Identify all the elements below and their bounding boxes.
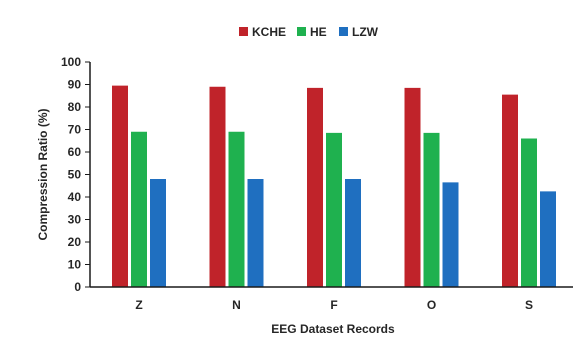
y-tick-label: 70 (68, 123, 82, 137)
legend: KCHE HE LZW (239, 25, 379, 39)
y-axis-title: Compression Ratio (%) (36, 108, 50, 240)
bar-lzw-o (442, 182, 459, 287)
bar-he-o (423, 132, 440, 287)
bar-he-z (131, 131, 147, 287)
bar-he-f (326, 132, 342, 287)
legend-label-lzw: LZW (352, 25, 379, 39)
y-tick-label: 100 (61, 55, 81, 69)
x-tick-label-n: N (232, 298, 241, 312)
bars (112, 85, 556, 287)
y-axis-ticks: 0 10 20 30 40 50 60 70 80 90 100 (61, 55, 90, 294)
bar-lzw-n (247, 179, 264, 287)
x-tick-label-s: S (525, 298, 533, 312)
bar-lzw-z (150, 179, 166, 287)
legend-label-kche: KCHE (252, 25, 286, 39)
bar-he-s (521, 138, 537, 287)
bar-kche-n (209, 86, 226, 287)
bar-kche-s (502, 94, 518, 287)
bar-kche-f (307, 87, 323, 287)
y-tick-label: 90 (68, 78, 82, 92)
bar-lzw-s (540, 191, 556, 287)
y-tick-label: 0 (74, 280, 81, 294)
bar-he-n (228, 131, 245, 287)
bar-kche-z (112, 85, 128, 287)
x-tick-label-o: O (427, 298, 436, 312)
legend-swatch-kche (239, 27, 248, 36)
y-tick-label: 30 (68, 213, 82, 227)
y-tick-label: 80 (68, 100, 82, 114)
x-axis-title: EEG Dataset Records (271, 322, 395, 336)
legend-swatch-he (297, 27, 306, 36)
bar-lzw-f (345, 179, 361, 287)
y-tick-label: 50 (68, 168, 82, 182)
x-tick-label-f: F (330, 298, 337, 312)
y-tick-label: 20 (68, 235, 82, 249)
x-tick-label-z: Z (135, 298, 142, 312)
y-tick-label: 60 (68, 145, 82, 159)
y-tick-label: 40 (68, 190, 82, 204)
bar-kche-o (404, 87, 421, 287)
legend-swatch-lzw (339, 27, 348, 36)
y-tick-label: 10 (68, 258, 82, 272)
legend-label-he: HE (310, 25, 327, 39)
